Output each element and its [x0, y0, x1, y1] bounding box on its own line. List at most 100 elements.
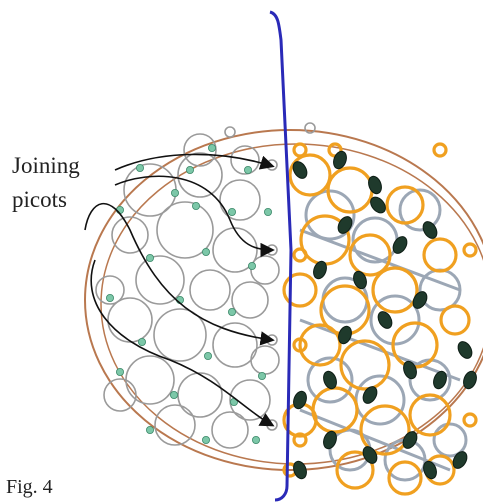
left-beads — [106, 143, 272, 444]
bead — [423, 460, 437, 480]
bead — [251, 435, 260, 444]
bead — [323, 370, 337, 390]
bead — [227, 307, 236, 316]
picot-ring — [304, 122, 316, 134]
bead — [243, 165, 252, 174]
lace-ring — [135, 255, 185, 305]
bead — [116, 367, 125, 376]
bead — [185, 165, 194, 174]
lace-ring — [408, 393, 452, 437]
lace-ring — [156, 201, 214, 259]
picot-ring — [224, 126, 236, 138]
joining-arrow — [90, 259, 275, 427]
lace-ring — [229, 379, 271, 421]
bead — [368, 175, 382, 195]
joining-arrow — [114, 153, 275, 171]
lace-ring — [335, 450, 375, 490]
lace-ring — [298, 323, 342, 367]
bead — [422, 221, 438, 239]
bead — [203, 351, 212, 360]
lace-ring — [439, 304, 471, 336]
thread — [299, 318, 461, 382]
joining-arrows — [84, 153, 275, 427]
bead — [292, 161, 308, 179]
bead — [337, 216, 353, 234]
lace-ring — [398, 188, 442, 232]
thread — [299, 228, 461, 292]
lace-ring — [153, 308, 207, 362]
bead — [463, 370, 477, 390]
lace-ring — [212, 322, 258, 368]
lace-ring — [189, 269, 231, 311]
lace-ring — [359, 404, 411, 456]
lace-ring — [369, 294, 421, 346]
bead — [263, 207, 272, 216]
bead — [338, 325, 352, 345]
lace-ring — [231, 281, 269, 319]
bead — [323, 430, 337, 450]
bead — [333, 150, 347, 170]
lace-ring — [211, 411, 249, 449]
bead — [145, 253, 154, 262]
bead — [403, 360, 417, 380]
lace-ring — [385, 185, 425, 225]
bead — [201, 435, 210, 444]
bead — [135, 163, 144, 172]
lace-ring — [107, 297, 153, 343]
picot-ring — [292, 142, 308, 158]
outer-ring — [84, 129, 483, 471]
figure-caption: Fig. 4 — [6, 476, 53, 498]
picot-ring — [432, 142, 448, 158]
bead — [362, 386, 378, 404]
lace-ring — [288, 153, 332, 197]
divider-line — [269, 10, 293, 502]
bead — [452, 451, 468, 469]
lace-ring — [432, 422, 468, 458]
bead — [106, 293, 115, 302]
bead — [313, 260, 327, 280]
lace-ring — [219, 179, 261, 221]
lace-ring — [339, 339, 391, 391]
picot-ring — [462, 242, 478, 258]
picot-ring — [292, 432, 308, 448]
picot-ring — [292, 247, 308, 263]
bead — [412, 291, 428, 309]
bead — [227, 207, 236, 216]
bead — [191, 201, 200, 210]
lace-ring — [304, 189, 356, 241]
lace-ring — [95, 275, 125, 305]
lace-ring — [125, 355, 175, 405]
right-beads — [292, 150, 477, 480]
label-picots: picots — [12, 187, 67, 212]
bead — [362, 446, 378, 464]
bead — [169, 390, 178, 399]
bead — [402, 431, 418, 449]
bead — [170, 188, 179, 197]
left-lace — [95, 122, 316, 449]
label-joining: Joining — [12, 153, 80, 178]
bead — [137, 337, 146, 346]
lace-ring — [422, 237, 458, 273]
picot-ring — [292, 337, 308, 353]
picot-ring — [462, 412, 478, 428]
joining-arrow — [84, 202, 275, 346]
lace-ring — [348, 233, 392, 277]
thread — [299, 408, 451, 472]
lace-ring — [177, 372, 223, 418]
bead — [207, 143, 216, 152]
bead — [293, 390, 307, 410]
bead — [247, 261, 256, 270]
right-lace-gray — [299, 188, 468, 482]
lace-ring — [282, 272, 318, 308]
bead — [145, 425, 154, 434]
bead — [433, 370, 447, 390]
lace-ring — [154, 404, 196, 446]
right-lace-orange — [282, 142, 478, 496]
lace-ring — [212, 227, 258, 273]
bead — [353, 270, 367, 290]
bead — [377, 311, 393, 329]
bead — [201, 247, 210, 256]
lace-ring — [183, 133, 217, 167]
lace-ring — [103, 378, 137, 412]
